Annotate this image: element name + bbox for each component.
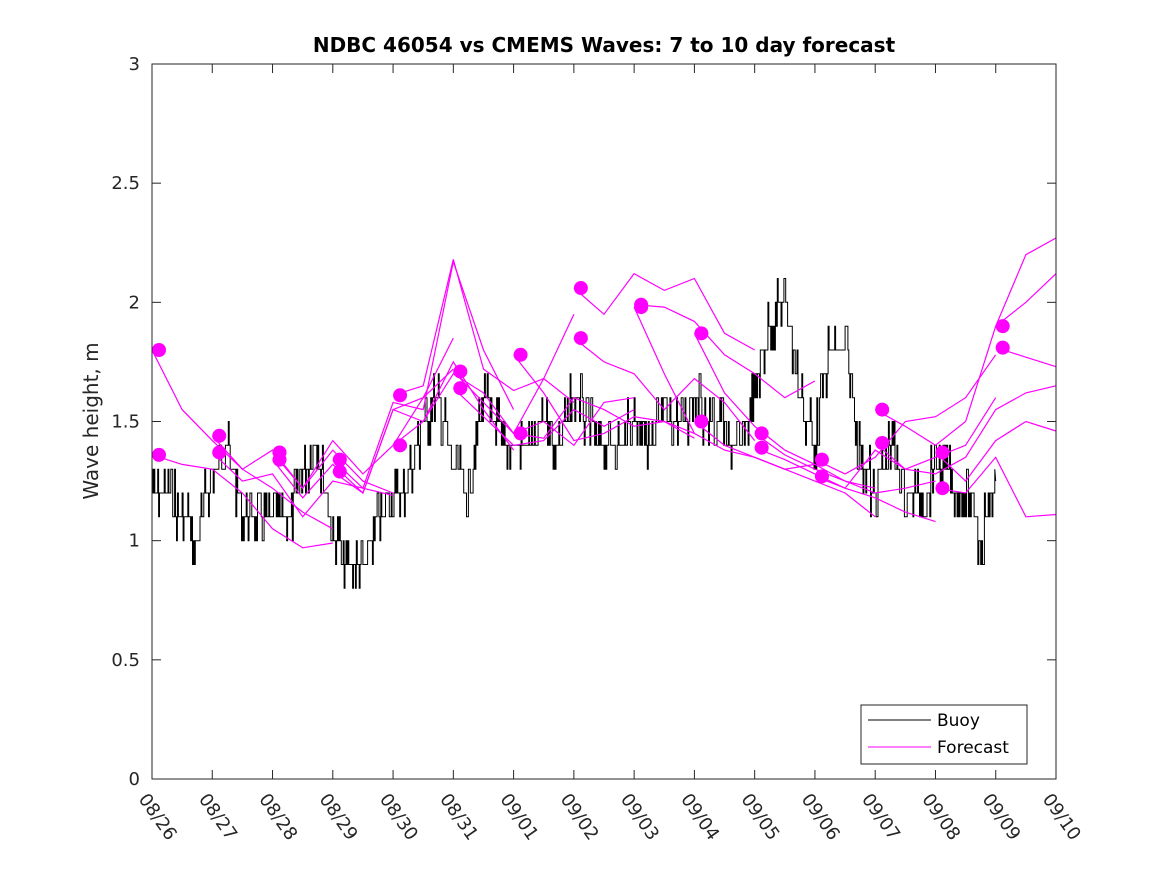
- legend: Buoy Forecast: [860, 704, 1028, 765]
- y-tick-label: 0: [129, 769, 140, 790]
- forecast-start-marker: [935, 445, 950, 460]
- forecast-start-marker: [754, 440, 769, 455]
- forecast-line: [573, 337, 756, 441]
- forecast-line: [332, 259, 515, 490]
- forecast-line: [874, 237, 1057, 447]
- forecast-start-marker: [332, 464, 347, 479]
- legend-label-buoy: Buoy: [937, 711, 980, 731]
- forecast-start-marker: [875, 402, 890, 417]
- forecast-line: [935, 456, 1057, 518]
- forecast-start-marker: [935, 481, 950, 496]
- forecast-start-marker: [152, 343, 166, 357]
- y-tick-label: 2: [129, 292, 140, 313]
- forecast-start-marker: [995, 340, 1010, 355]
- forecast-line: [874, 385, 1057, 475]
- forecast-line: [452, 371, 635, 447]
- forecast-start-marker: [875, 435, 890, 450]
- forecast-start-marker: [754, 426, 769, 441]
- y-axis: 0 0.5 1 1.5 2 2.5 3: [111, 54, 1056, 790]
- y-tick-label: 1: [129, 531, 140, 552]
- forecast-start-marker: [694, 326, 709, 341]
- plot-area: [152, 64, 1056, 779]
- forecast-start-marker: [393, 438, 408, 453]
- forecast-start-marker: [814, 469, 829, 484]
- forecast-start-marker: [212, 445, 227, 460]
- forecast-line: [814, 354, 997, 475]
- forecast-line: [452, 387, 635, 446]
- forecast-line: [573, 272, 755, 351]
- forecast-start-marker: [513, 426, 528, 441]
- buoy-series: [152, 278, 997, 589]
- forecast-line: [995, 273, 1057, 327]
- legend-box: [860, 704, 1028, 765]
- forecast-start-marker: [995, 319, 1010, 334]
- forecast-start-marker: [332, 452, 347, 467]
- forecast-markers: [152, 281, 1010, 496]
- y-axis-label: Wave height, m: [79, 342, 103, 499]
- chart-title: NDBC 46054 vs CMEMS Waves: 7 to 10 day f…: [313, 33, 896, 57]
- forecast-line: [513, 396, 695, 439]
- forecast-line: [634, 304, 816, 399]
- y-tick-label: 2.5: [111, 173, 140, 194]
- forecast-start-marker: [814, 452, 829, 467]
- forecast-start-marker: [393, 388, 408, 403]
- forecast-line: [754, 432, 936, 494]
- forecast-line: [694, 421, 876, 518]
- forecast-start-marker: [634, 300, 649, 315]
- forecast-start-marker: [573, 281, 588, 296]
- forecast-line: [392, 314, 575, 446]
- y-tick-label: 3: [129, 54, 140, 75]
- forecast-start-marker: [212, 428, 227, 443]
- forecast-series-group: [151, 237, 1057, 549]
- legend-label-forecast: Forecast: [937, 738, 1009, 758]
- y-tick-label: 0.5: [111, 650, 140, 671]
- forecast-start-marker: [272, 452, 287, 467]
- forecast-start-marker: [453, 381, 468, 396]
- forecast-start-marker: [453, 364, 468, 379]
- forecast-start-marker: [573, 331, 588, 346]
- forecast-line: [151, 454, 333, 549]
- forecast-start-marker: [513, 347, 528, 362]
- buoy-line: [152, 278, 997, 589]
- forecast-line: [935, 420, 1057, 483]
- forecast-start-marker: [152, 447, 166, 462]
- forecast-start-marker: [694, 414, 709, 429]
- y-tick-label: 1.5: [111, 412, 140, 433]
